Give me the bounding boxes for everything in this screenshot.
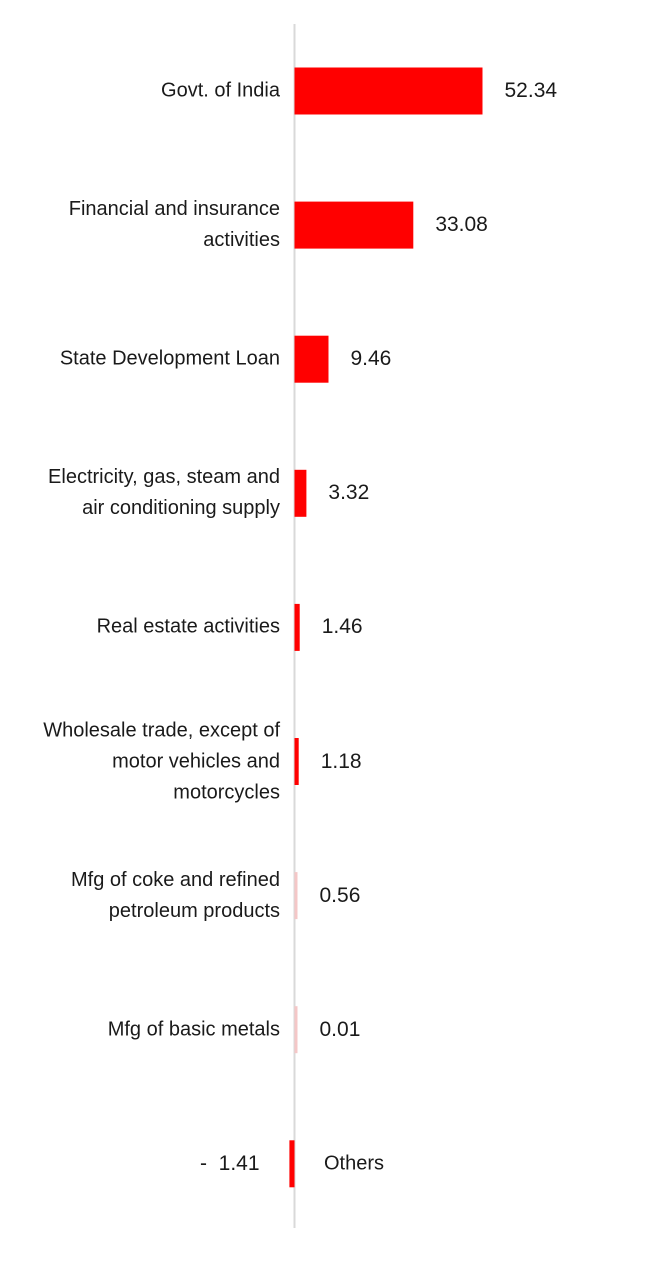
category-label-line: Mfg of basic metals [107, 1018, 280, 1041]
category-label-line: Financial and insurance [68, 198, 280, 221]
category-label-line: Real estate activities [96, 615, 280, 638]
value-label: 0.56 [319, 883, 361, 907]
category-label-line: petroleum products [108, 899, 280, 922]
bar [294, 469, 307, 517]
category-label: State Development Loan [0, 344, 280, 375]
category-label: Electricity, gas, steam and air condition… [0, 462, 280, 524]
category-label-line: Mfg of coke and refined [70, 868, 280, 891]
category-label-line: air conditioning supply [82, 497, 280, 520]
category-label: Others [324, 1148, 474, 1179]
bar [294, 201, 414, 249]
value-label: 9.46 [350, 347, 392, 371]
category-label: Financial and insurance activities [0, 194, 280, 256]
bar [289, 1140, 295, 1188]
bar [294, 335, 329, 383]
category-label-line: motorcycles [173, 781, 280, 803]
value-label: 0.01 [319, 1017, 361, 1041]
bar [294, 603, 300, 651]
value-label: - 1.41 [200, 1151, 260, 1175]
bar [294, 1006, 298, 1054]
category-label-line: activities [203, 229, 280, 252]
category-label: Mfg of basic metals [0, 1014, 280, 1045]
bar [294, 67, 483, 115]
value-label: 33.08 [435, 213, 488, 237]
value-label: 1.46 [321, 615, 363, 639]
bar [294, 872, 298, 920]
category-label-line: Wholesale trade, except of [43, 719, 280, 741]
value-label: 1.18 [320, 749, 362, 773]
category-label: Mfg of coke and refined petroleum product… [0, 865, 280, 927]
value-label: 3.32 [328, 481, 370, 505]
category-label-line: motor vehicles and [112, 750, 280, 772]
category-label: Govt. of India [0, 76, 280, 107]
category-label-line: Electricity, gas, steam and [48, 466, 280, 489]
category-label-line: Others [324, 1152, 385, 1175]
bar [294, 738, 299, 785]
category-label-line: State Development Loan [59, 347, 280, 370]
category-label-line: Govt. of India [161, 79, 280, 102]
category-label: Wholesale trade, except of motor vehicles… [0, 715, 280, 808]
value-label: 52.34 [504, 79, 558, 102]
category-label: Real estate activities [0, 612, 280, 643]
